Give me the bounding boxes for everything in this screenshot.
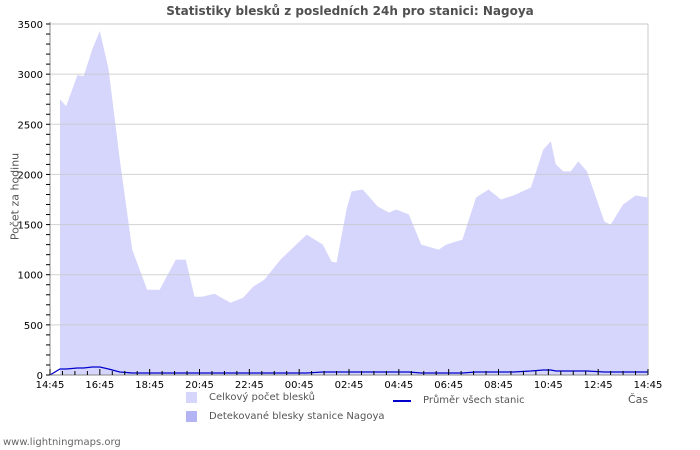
legend-total-swatch xyxy=(186,392,197,403)
x-tick-label: 16:45 xyxy=(85,380,114,391)
y-tick-label: 3500 xyxy=(18,20,43,31)
legend-average-label: Průměr všech stanic xyxy=(423,395,525,406)
legend-average-swatch xyxy=(393,399,411,402)
x-tick-label: 14:45 xyxy=(36,380,65,391)
legend-average: Průměr všech stanic xyxy=(393,395,525,406)
x-tick-label: 00:45 xyxy=(285,380,314,391)
x-tick-label: 14:45 xyxy=(634,380,663,391)
legend-detected-label: Detekované blesky stanice Nagoya xyxy=(209,411,385,422)
y-tick-label: 1500 xyxy=(18,221,43,232)
x-tick-label: 18:45 xyxy=(135,380,164,391)
y-tick-label: 2000 xyxy=(18,170,43,181)
y-tick-label: 3000 xyxy=(18,70,43,81)
x-tick-label: 22:45 xyxy=(235,380,264,391)
legend-total-label: Celkový počet blesků xyxy=(209,392,316,403)
x-axis-label: Čas xyxy=(628,393,649,406)
chart-title: Statistiky blesků z posledních 24h pro s… xyxy=(166,4,534,18)
x-tick-label: 06:45 xyxy=(434,380,463,391)
legend-total: Celkový počet blesků xyxy=(186,392,315,403)
x-tick-label: 12:45 xyxy=(584,380,613,391)
x-tick-label: 20:45 xyxy=(185,380,214,391)
x-tick-label: 10:45 xyxy=(534,380,563,391)
y-tick-label: 0 xyxy=(37,371,43,382)
footer-site-link[interactable]: www.lightningmaps.org xyxy=(3,437,121,448)
x-tick-label: 02:45 xyxy=(335,380,364,391)
legend-detected: Detekované blesky stanice Nagoya xyxy=(186,411,385,422)
x-tick-label: 08:45 xyxy=(484,380,513,391)
y-tick-label: 1000 xyxy=(18,271,43,282)
legend-detected-swatch xyxy=(186,411,197,422)
y-tick-label: 500 xyxy=(24,321,43,332)
y-tick-label: 2500 xyxy=(18,120,43,131)
total-strikes-area xyxy=(59,31,648,376)
x-tick-label: 04:45 xyxy=(384,380,413,391)
